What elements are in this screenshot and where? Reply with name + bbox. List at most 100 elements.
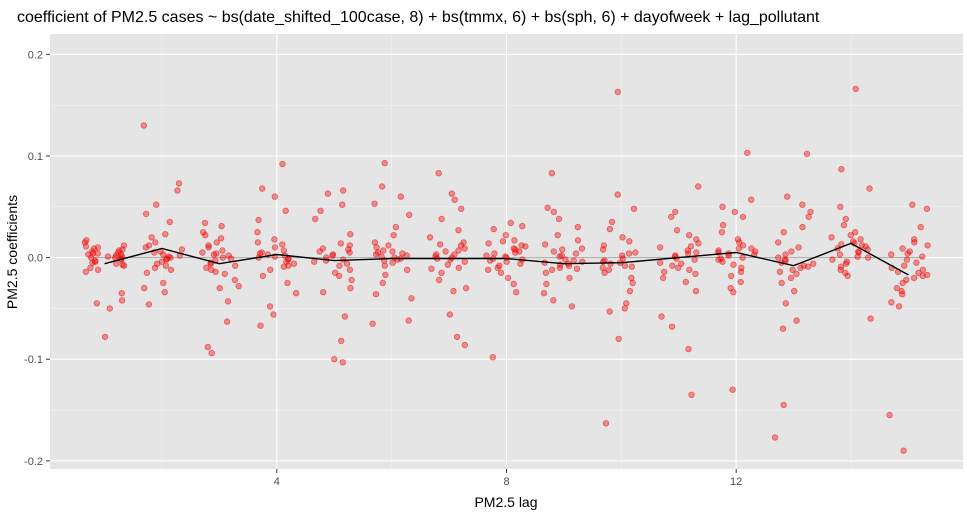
data-point bbox=[599, 246, 607, 253]
data-point bbox=[219, 254, 226, 261]
data-point bbox=[852, 228, 859, 236]
data-point bbox=[255, 216, 262, 224]
data-point bbox=[271, 244, 279, 251]
data-point bbox=[458, 205, 465, 212]
data-point bbox=[541, 241, 549, 248]
data-point bbox=[782, 251, 789, 258]
data-point bbox=[162, 262, 170, 269]
data-point bbox=[717, 255, 725, 262]
data-point bbox=[628, 263, 635, 270]
data-point bbox=[254, 239, 262, 246]
data-point bbox=[837, 203, 844, 210]
data-point bbox=[517, 260, 524, 267]
data-point bbox=[145, 301, 153, 308]
data-point bbox=[669, 262, 676, 269]
data-point bbox=[791, 287, 798, 295]
data-point bbox=[656, 244, 664, 251]
data-point bbox=[152, 239, 159, 246]
data-point bbox=[317, 207, 324, 214]
data-point bbox=[924, 242, 931, 249]
data-point bbox=[483, 252, 490, 259]
data-point bbox=[485, 240, 492, 247]
data-point bbox=[829, 256, 836, 263]
data-point bbox=[504, 274, 512, 282]
data-point bbox=[337, 240, 344, 247]
data-point bbox=[491, 250, 498, 257]
data-point bbox=[258, 249, 265, 256]
data-point bbox=[143, 269, 151, 276]
data-point bbox=[910, 274, 918, 282]
data-point bbox=[201, 219, 209, 227]
data-point bbox=[453, 333, 461, 341]
data-point bbox=[693, 249, 700, 256]
data-point bbox=[343, 260, 351, 267]
data-point bbox=[408, 295, 415, 302]
data-point bbox=[331, 356, 338, 363]
data-point bbox=[687, 243, 695, 250]
data-point bbox=[915, 269, 922, 276]
data-point bbox=[403, 252, 410, 259]
data-point bbox=[923, 205, 931, 212]
data-point bbox=[540, 290, 548, 297]
data-point bbox=[559, 246, 566, 253]
data-point bbox=[771, 434, 779, 441]
data-point bbox=[919, 253, 926, 260]
data-point bbox=[780, 401, 787, 409]
data-point bbox=[231, 276, 239, 284]
data-point bbox=[219, 247, 226, 254]
data-point bbox=[279, 241, 286, 248]
data-point bbox=[312, 215, 319, 223]
data-point bbox=[94, 250, 101, 257]
data-point bbox=[345, 246, 352, 253]
data-point bbox=[490, 225, 497, 233]
data-point bbox=[558, 252, 565, 259]
data-point bbox=[656, 259, 664, 266]
data-point bbox=[455, 226, 462, 234]
data-point bbox=[292, 290, 300, 297]
data-point bbox=[462, 284, 470, 292]
data-point bbox=[497, 269, 505, 276]
data-point bbox=[119, 261, 126, 268]
data-point bbox=[450, 287, 457, 295]
data-point bbox=[227, 255, 235, 262]
data-point bbox=[739, 254, 746, 261]
data-point bbox=[174, 187, 181, 194]
data-point bbox=[282, 207, 289, 214]
data-point bbox=[625, 250, 633, 257]
data-point bbox=[574, 223, 581, 231]
data-point bbox=[271, 236, 278, 243]
data-point bbox=[668, 213, 675, 221]
data-point bbox=[280, 263, 287, 270]
data-point bbox=[805, 213, 812, 221]
data-point bbox=[369, 320, 376, 327]
mean-coefficient-line bbox=[104, 242, 909, 276]
data-point bbox=[900, 447, 907, 454]
data-point bbox=[917, 223, 924, 231]
data-point bbox=[606, 225, 614, 233]
data-point bbox=[578, 245, 586, 252]
data-point bbox=[888, 299, 895, 306]
data-point bbox=[799, 201, 806, 208]
data-point bbox=[602, 420, 610, 427]
data-point bbox=[94, 266, 102, 273]
data-point bbox=[348, 276, 355, 284]
data-point bbox=[340, 187, 347, 194]
data-point bbox=[285, 262, 292, 269]
data-point bbox=[904, 250, 911, 257]
data-point bbox=[339, 201, 346, 208]
data-point bbox=[911, 239, 918, 246]
data-point bbox=[378, 183, 386, 190]
data-point bbox=[389, 248, 396, 255]
data-point bbox=[684, 250, 692, 257]
data-point bbox=[380, 247, 387, 254]
data-point bbox=[828, 234, 835, 241]
data-point bbox=[919, 266, 927, 273]
data-point bbox=[895, 303, 903, 310]
data-point bbox=[89, 250, 97, 257]
data-point bbox=[142, 244, 149, 251]
data-point bbox=[461, 258, 468, 265]
data-point bbox=[903, 256, 911, 263]
data-point bbox=[730, 261, 737, 268]
data-point bbox=[221, 270, 228, 278]
data-point bbox=[392, 223, 400, 231]
